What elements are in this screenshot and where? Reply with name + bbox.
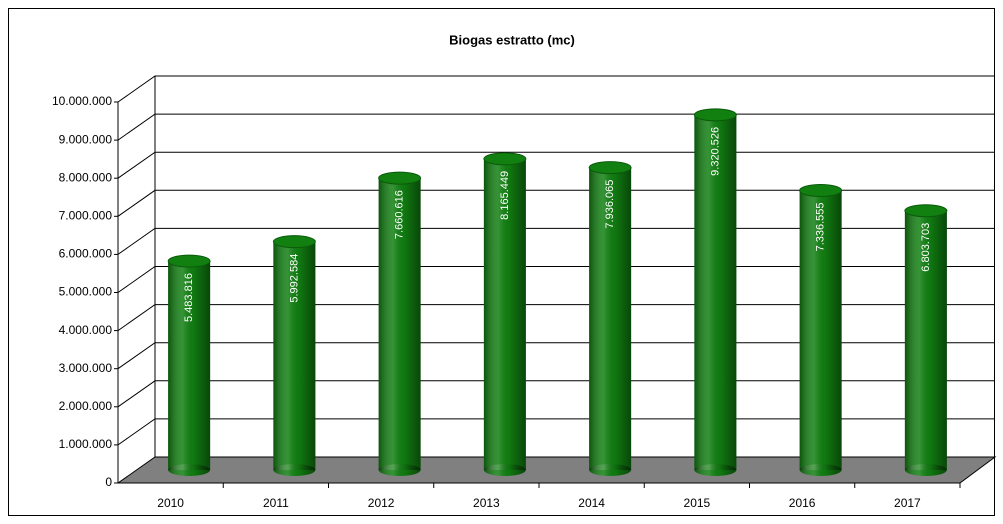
y-tick-label: 1.000.000	[59, 437, 113, 451]
bar-shade	[168, 261, 211, 470]
bar-top	[693, 108, 737, 122]
y-tick-label: 9.000.000	[59, 132, 113, 146]
bar-base-shade	[904, 464, 947, 476]
bar-base-shade	[483, 464, 526, 476]
value-label: 7.660.616	[394, 190, 406, 239]
bar-base-shade	[694, 464, 737, 476]
y-tick-label: 7.000.000	[59, 208, 113, 222]
x-tick-label: 2013	[473, 496, 500, 510]
value-label: 7.936.065	[604, 180, 616, 229]
bar-top	[378, 171, 422, 185]
bar-base-shade	[799, 464, 842, 476]
grid-line	[117, 75, 995, 103]
value-label: 8.165.449	[499, 171, 511, 220]
value-label: 6.803.703	[920, 223, 932, 272]
bar-base-shade	[168, 464, 211, 476]
y-tick-label: 10.000.000	[52, 94, 112, 108]
value-label: 9.320.526	[709, 127, 721, 176]
x-tick-label: 2017	[894, 496, 921, 510]
chart-title: Biogas estratto (mc)	[449, 32, 575, 47]
bar-top	[483, 152, 527, 166]
bar-shade	[589, 167, 632, 470]
y-tick-label: 3.000.000	[59, 361, 113, 375]
bar-base-shade	[378, 464, 421, 476]
bar-top	[588, 161, 632, 175]
floor	[116, 456, 997, 484]
value-label: 7.336.555	[815, 202, 827, 251]
bar-shade	[483, 158, 526, 470]
x-tick-label: 2012	[368, 496, 395, 510]
bar-shade	[799, 190, 842, 471]
x-tick-label: 2016	[789, 496, 816, 510]
bar-shade	[904, 210, 947, 470]
y-tick-label: 0	[105, 475, 112, 489]
x-tick-label: 2014	[578, 496, 605, 510]
x-tick-label: 2015	[684, 496, 711, 510]
value-label: 5.483.816	[183, 273, 195, 322]
y-tick-label: 4.000.000	[59, 323, 113, 337]
bar-top	[167, 254, 211, 268]
y-tick-label: 2.000.000	[59, 399, 113, 413]
x-tick-label: 2010	[157, 496, 184, 510]
bar-top	[904, 204, 948, 218]
y-tick-label: 8.000.000	[59, 170, 113, 184]
bar-shade	[378, 178, 421, 470]
bar-base-shade	[589, 464, 632, 476]
bar-base-shade	[273, 464, 316, 476]
y-tick-label: 6.000.000	[59, 247, 113, 261]
bar-top	[272, 235, 316, 249]
bar-shade	[273, 241, 316, 470]
bar-top	[799, 183, 843, 197]
y-tick-label: 5.000.000	[59, 285, 113, 299]
bar-shade	[694, 114, 737, 470]
value-label: 5.992.584	[288, 254, 300, 303]
x-tick-label: 2011	[263, 496, 289, 510]
